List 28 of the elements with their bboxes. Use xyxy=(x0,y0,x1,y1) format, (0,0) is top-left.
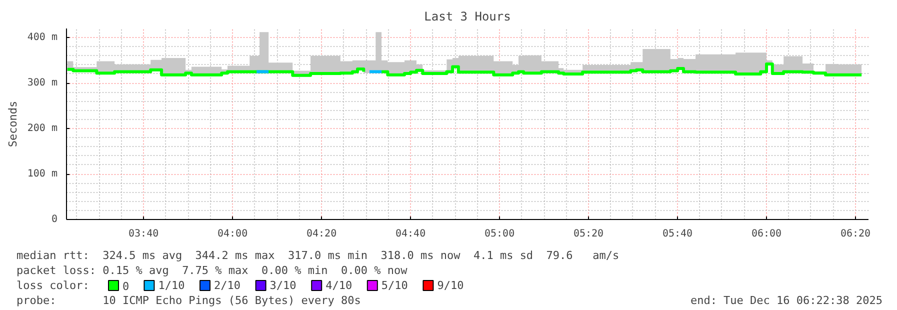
legend-label: 0 xyxy=(122,280,130,293)
x-tick-label: 04:00 xyxy=(218,228,248,240)
y-tick-label: 200 m xyxy=(27,123,58,134)
x-tick-label: 05:00 xyxy=(484,228,515,240)
chart-title: Last 3 Hours xyxy=(424,10,511,24)
y-axis-title: Seconds xyxy=(6,100,20,148)
x-tick-label: 06:20 xyxy=(840,228,871,240)
y-tick-label: 300 m xyxy=(27,78,58,89)
x-tick-label: 03:40 xyxy=(128,228,159,240)
y-tick-label: 400 m xyxy=(27,32,58,44)
legend-label: 9/10 xyxy=(437,279,464,292)
legend-label: 1/10 xyxy=(158,279,185,292)
x-tick-label: 04:40 xyxy=(396,228,426,240)
text: median rtt: 324.5 ms avg 344.2 ms max 317.0 ms min 318.0 ms now 4.1 ms sd 79.6 am/s xyxy=(16,249,620,262)
y-tick-label: 0 xyxy=(51,214,58,225)
text: probe: 10 ICMP Echo Pings (56 Bytes) every 80s xyxy=(16,294,361,307)
x-tick-label: 05:40 xyxy=(662,228,693,240)
y-tick-label: 100 m xyxy=(27,168,58,180)
legend-label: 5/10 xyxy=(381,279,408,292)
legend-title: loss color: xyxy=(16,279,90,292)
legend-label: 3/10 xyxy=(270,279,296,292)
legend-label: 4/10 xyxy=(326,279,352,292)
x-tick-label: 06:00 xyxy=(751,228,782,240)
x-tick-label: 05:20 xyxy=(573,228,604,240)
legend-label: 2/10 xyxy=(214,279,240,292)
text: packet loss: 0.15 % avg 7.75 % max 0.00 % min 0.00 % now xyxy=(16,264,408,277)
x-tick-label: 04:20 xyxy=(306,228,337,240)
text: end: Tue Dec 16 06:22:38 2025 xyxy=(690,294,883,307)
